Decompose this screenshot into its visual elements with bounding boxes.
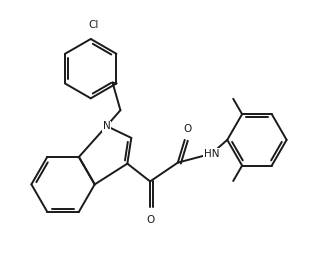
Text: Cl: Cl (89, 20, 99, 30)
Text: O: O (184, 124, 192, 134)
Text: N: N (103, 121, 110, 131)
Text: O: O (146, 215, 154, 225)
Text: HN: HN (204, 149, 219, 159)
